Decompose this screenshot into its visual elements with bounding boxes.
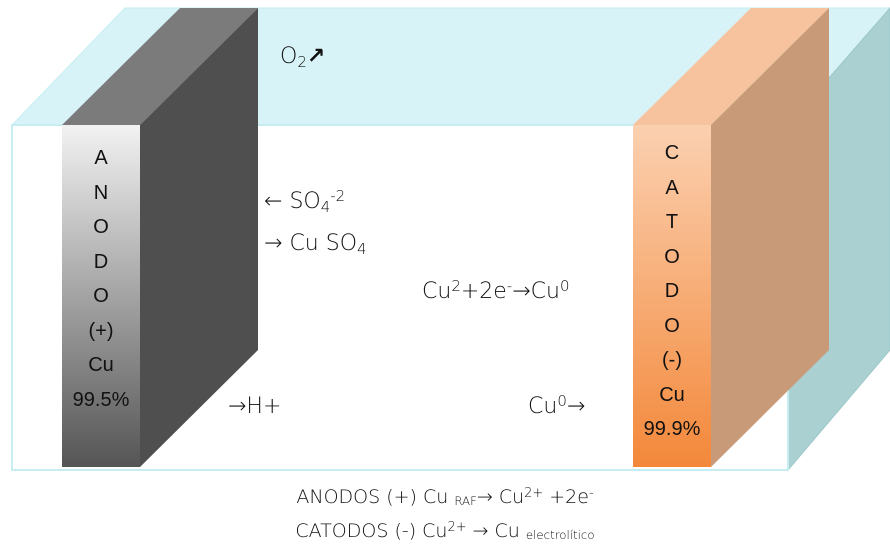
cathode-label-letter: T: [665, 211, 679, 233]
cathode-reaction-equation: CATODOS (-) Cu2+ → Cu electrolítico: [295, 519, 595, 543]
cathode-label-letter: O: [664, 314, 680, 337]
anode-label-letter: D: [93, 250, 109, 273]
anode-label-letter: A: [94, 147, 108, 169]
anode-label-letter: O: [93, 216, 109, 238]
cathode-label-letter: O: [664, 245, 680, 268]
anode-label-letter: (+): [88, 319, 114, 342]
anode-label: A N O D O (+) Cu 99.5%: [62, 141, 140, 417]
anode-label-letter: 99.5%: [72, 388, 130, 411]
copper-sulfate-label: → Cu SO4: [264, 231, 367, 259]
cathode-label-letter: D: [664, 280, 680, 302]
cathode-label: C A T O D O (-) Cu 99.9%: [633, 136, 711, 447]
cathode-top: [633, 8, 829, 125]
anode-side: [140, 8, 258, 467]
anode-front: [62, 125, 140, 467]
cathode-label-letter: C: [664, 142, 680, 164]
oxygen-gas-label: O2↗: [280, 44, 326, 72]
anode-top: [62, 8, 258, 125]
reduction-reaction-label: Cu2+2e-→Cu0: [422, 276, 570, 304]
cathode-label-letter: A: [665, 176, 679, 199]
anode-label-letter: Cu: [88, 354, 114, 376]
cathode-label-letter: 99.9%: [643, 418, 701, 440]
cathode-side: [711, 8, 829, 467]
anode-reaction-equation: ANODOS (+) Cu RAF→ Cu2+ +2e-: [296, 485, 594, 509]
anode-label-letter: O: [93, 285, 109, 307]
anode-label-letter: N: [93, 181, 109, 204]
hydrogen-ion-label: →H+: [228, 394, 282, 419]
cathode-label-letter: Cu: [659, 383, 685, 406]
sulfate-ion-label: ← SO4-2: [264, 186, 346, 217]
copper-deposit-label: Cu0→: [528, 391, 586, 419]
cathode-front: [633, 125, 711, 467]
cathode-label-letter: (-): [662, 349, 682, 371]
